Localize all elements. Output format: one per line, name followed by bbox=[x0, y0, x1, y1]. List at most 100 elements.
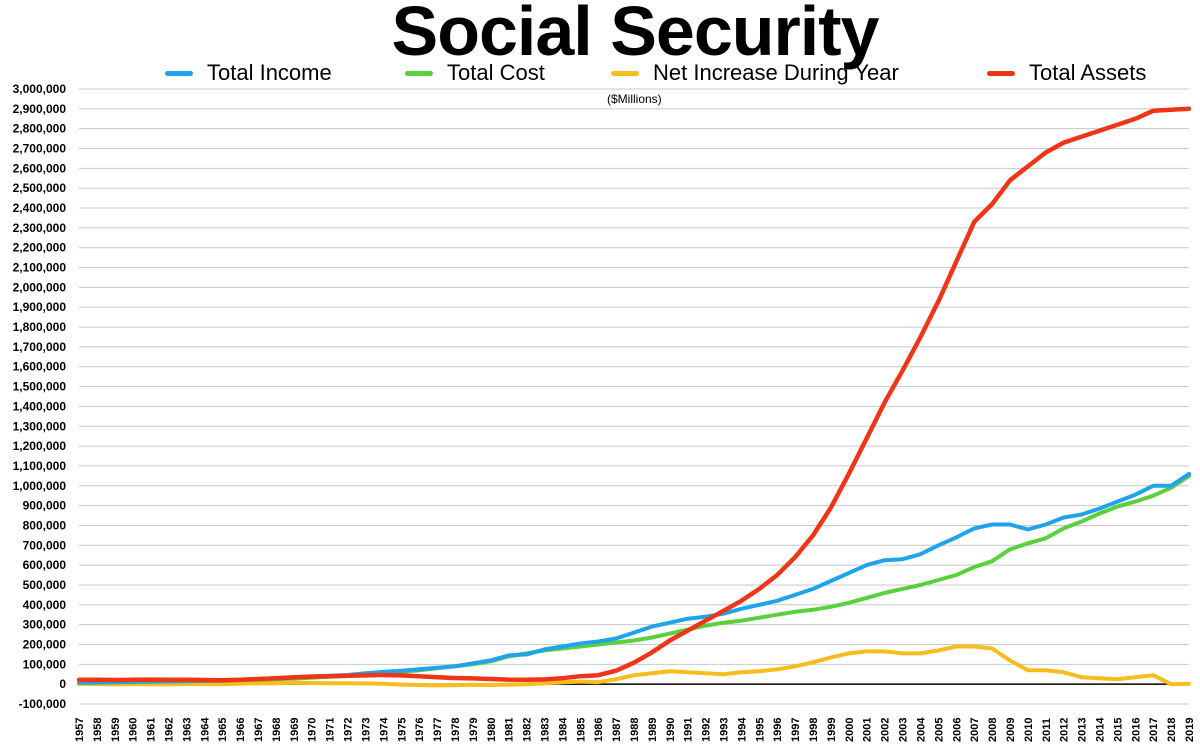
chart-title: Social Security bbox=[391, 0, 880, 70]
x-tick-label: 1960 bbox=[128, 718, 140, 742]
x-tick-label: 2011 bbox=[1041, 718, 1053, 742]
series-line-total-assets bbox=[76, 106, 1192, 683]
x-tick-label: 1991 bbox=[683, 718, 695, 742]
legend-label-total-income: Total Income bbox=[207, 60, 332, 85]
x-tick-label: 1970 bbox=[307, 718, 319, 742]
x-tick-label: 1963 bbox=[181, 718, 193, 742]
x-tick-label: 1967 bbox=[253, 718, 265, 742]
x-tick-label: 1981 bbox=[504, 718, 516, 742]
x-tick-label: 1997 bbox=[790, 718, 802, 742]
x-tick-label: 1982 bbox=[522, 718, 534, 742]
y-tick-label: 2,500,000 bbox=[13, 181, 67, 195]
x-tick-label: 1976 bbox=[414, 718, 426, 742]
y-tick-label: 1,700,000 bbox=[13, 340, 67, 354]
x-tick-label: 2002 bbox=[880, 718, 892, 742]
x-tick-label: 1972 bbox=[343, 718, 355, 742]
x-tick-label: 1993 bbox=[719, 718, 731, 742]
x-tick-label: 2016 bbox=[1130, 718, 1142, 742]
y-tick-label: 400,000 bbox=[23, 598, 67, 612]
y-tick-label: 2,300,000 bbox=[13, 221, 67, 235]
x-tick-label: 2000 bbox=[844, 718, 856, 742]
x-tick-label: 1995 bbox=[754, 718, 766, 742]
y-tick-label: 200,000 bbox=[23, 637, 67, 651]
x-tick-label: 1977 bbox=[432, 718, 444, 742]
legend-label-total-assets: Total Assets bbox=[1029, 60, 1147, 85]
x-tick-label: 1975 bbox=[396, 718, 408, 742]
y-tick-label: 1,400,000 bbox=[13, 399, 67, 413]
x-tick-label: 1958 bbox=[92, 718, 104, 742]
x-tick-label: 1957 bbox=[74, 718, 86, 742]
y-axis-ticks: -100,000 0 100,000 200,000 300,000 400,000 500… bbox=[13, 82, 67, 711]
x-tick-label: 2007 bbox=[969, 718, 981, 742]
y-tick-label: 0 bbox=[59, 677, 66, 691]
x-tick-label: 1992 bbox=[701, 718, 713, 742]
unit-note: ($Millions) bbox=[607, 92, 662, 106]
y-tick-label: 1,800,000 bbox=[13, 320, 67, 334]
y-tick-label: 2,600,000 bbox=[13, 161, 67, 175]
x-tick-label: 1965 bbox=[217, 718, 229, 742]
x-tick-label: 1979 bbox=[468, 718, 480, 742]
x-tick-label: 1966 bbox=[235, 718, 247, 742]
x-tick-label: 2010 bbox=[1023, 718, 1035, 742]
x-tick-label: 1984 bbox=[557, 717, 569, 742]
x-axis-ticks: 1957 1958 1959 1960 1961 1962 1963 1964 1965 1966… bbox=[74, 717, 1196, 742]
x-tick-label: 1999 bbox=[826, 718, 838, 742]
series-line-total-cost bbox=[77, 473, 1191, 685]
x-tick-label: 1987 bbox=[611, 718, 623, 742]
x-tick-label: 1962 bbox=[164, 718, 176, 742]
x-tick-label: 1986 bbox=[593, 718, 605, 742]
x-tick-label: 1974 bbox=[378, 717, 390, 742]
y-tick-label: 800,000 bbox=[23, 518, 67, 532]
y-tick-label: 2,200,000 bbox=[13, 241, 67, 255]
x-tick-label: 2001 bbox=[862, 718, 874, 742]
y-tick-label: 1,000,000 bbox=[13, 479, 67, 493]
y-tick-label: 2,800,000 bbox=[13, 122, 67, 136]
y-tick-label: 900,000 bbox=[23, 499, 67, 513]
y-tick-label: -100,000 bbox=[19, 697, 67, 711]
y-tick-label: 300,000 bbox=[23, 618, 67, 632]
legend-item-total-income: Total Income bbox=[165, 60, 332, 86]
x-tick-label: 1998 bbox=[808, 718, 820, 742]
legend-swatch-total-cost bbox=[405, 70, 433, 76]
legend-swatch-total-assets bbox=[987, 70, 1015, 76]
x-tick-label: 1990 bbox=[665, 718, 677, 742]
x-tick-label: 2019 bbox=[1184, 718, 1196, 742]
y-tick-label: 2,100,000 bbox=[13, 261, 67, 275]
legend-swatch-total-income bbox=[165, 70, 193, 76]
x-tick-label: 1978 bbox=[450, 718, 462, 742]
x-tick-label: 1996 bbox=[772, 718, 784, 742]
x-tick-label: 1989 bbox=[647, 718, 659, 742]
x-tick-label: 2003 bbox=[898, 718, 910, 742]
x-tick-label: 2012 bbox=[1059, 718, 1071, 742]
x-tick-label: 2013 bbox=[1077, 718, 1089, 742]
legend-item-total-cost: Total Cost bbox=[405, 60, 545, 86]
y-tick-label: 2,900,000 bbox=[13, 102, 67, 116]
x-tick-label: 2006 bbox=[951, 718, 963, 742]
x-tick-label: 1985 bbox=[575, 718, 587, 742]
legend: Total Income Total Cost Net Increase Dur… bbox=[165, 60, 1195, 90]
legend-item-total-assets: Total Assets bbox=[987, 60, 1146, 86]
y-tick-label: 2,000,000 bbox=[13, 280, 67, 294]
legend-item-net-increase: Net Increase During Year bbox=[611, 60, 899, 86]
y-tick-label: 100,000 bbox=[23, 657, 67, 671]
x-tick-label: 1983 bbox=[539, 718, 551, 742]
x-tick-label: 1964 bbox=[199, 717, 211, 742]
x-tick-label: 2014 bbox=[1094, 717, 1106, 742]
y-tick-label: 1,200,000 bbox=[13, 439, 67, 453]
x-tick-label: 1959 bbox=[110, 718, 122, 742]
y-tick-label: 1,100,000 bbox=[13, 459, 67, 473]
legend-label-net-increase: Net Increase During Year bbox=[653, 60, 899, 85]
x-tick-label: 2004 bbox=[915, 717, 927, 742]
x-tick-label: 2015 bbox=[1112, 718, 1124, 742]
y-tick-label: 700,000 bbox=[23, 538, 67, 552]
y-tick-label: 2,400,000 bbox=[13, 201, 67, 215]
y-tick-label: 1,900,000 bbox=[13, 300, 67, 314]
legend-label-total-cost: Total Cost bbox=[447, 60, 545, 85]
x-tick-label: 1968 bbox=[271, 718, 283, 742]
legend-swatch-net-increase bbox=[611, 70, 639, 76]
y-tick-label: 1,500,000 bbox=[13, 380, 67, 394]
x-tick-label: 2018 bbox=[1166, 718, 1178, 742]
y-tick-label: 600,000 bbox=[23, 558, 67, 572]
y-tick-label: 1,600,000 bbox=[13, 360, 67, 374]
x-tick-label: 1961 bbox=[146, 718, 158, 742]
